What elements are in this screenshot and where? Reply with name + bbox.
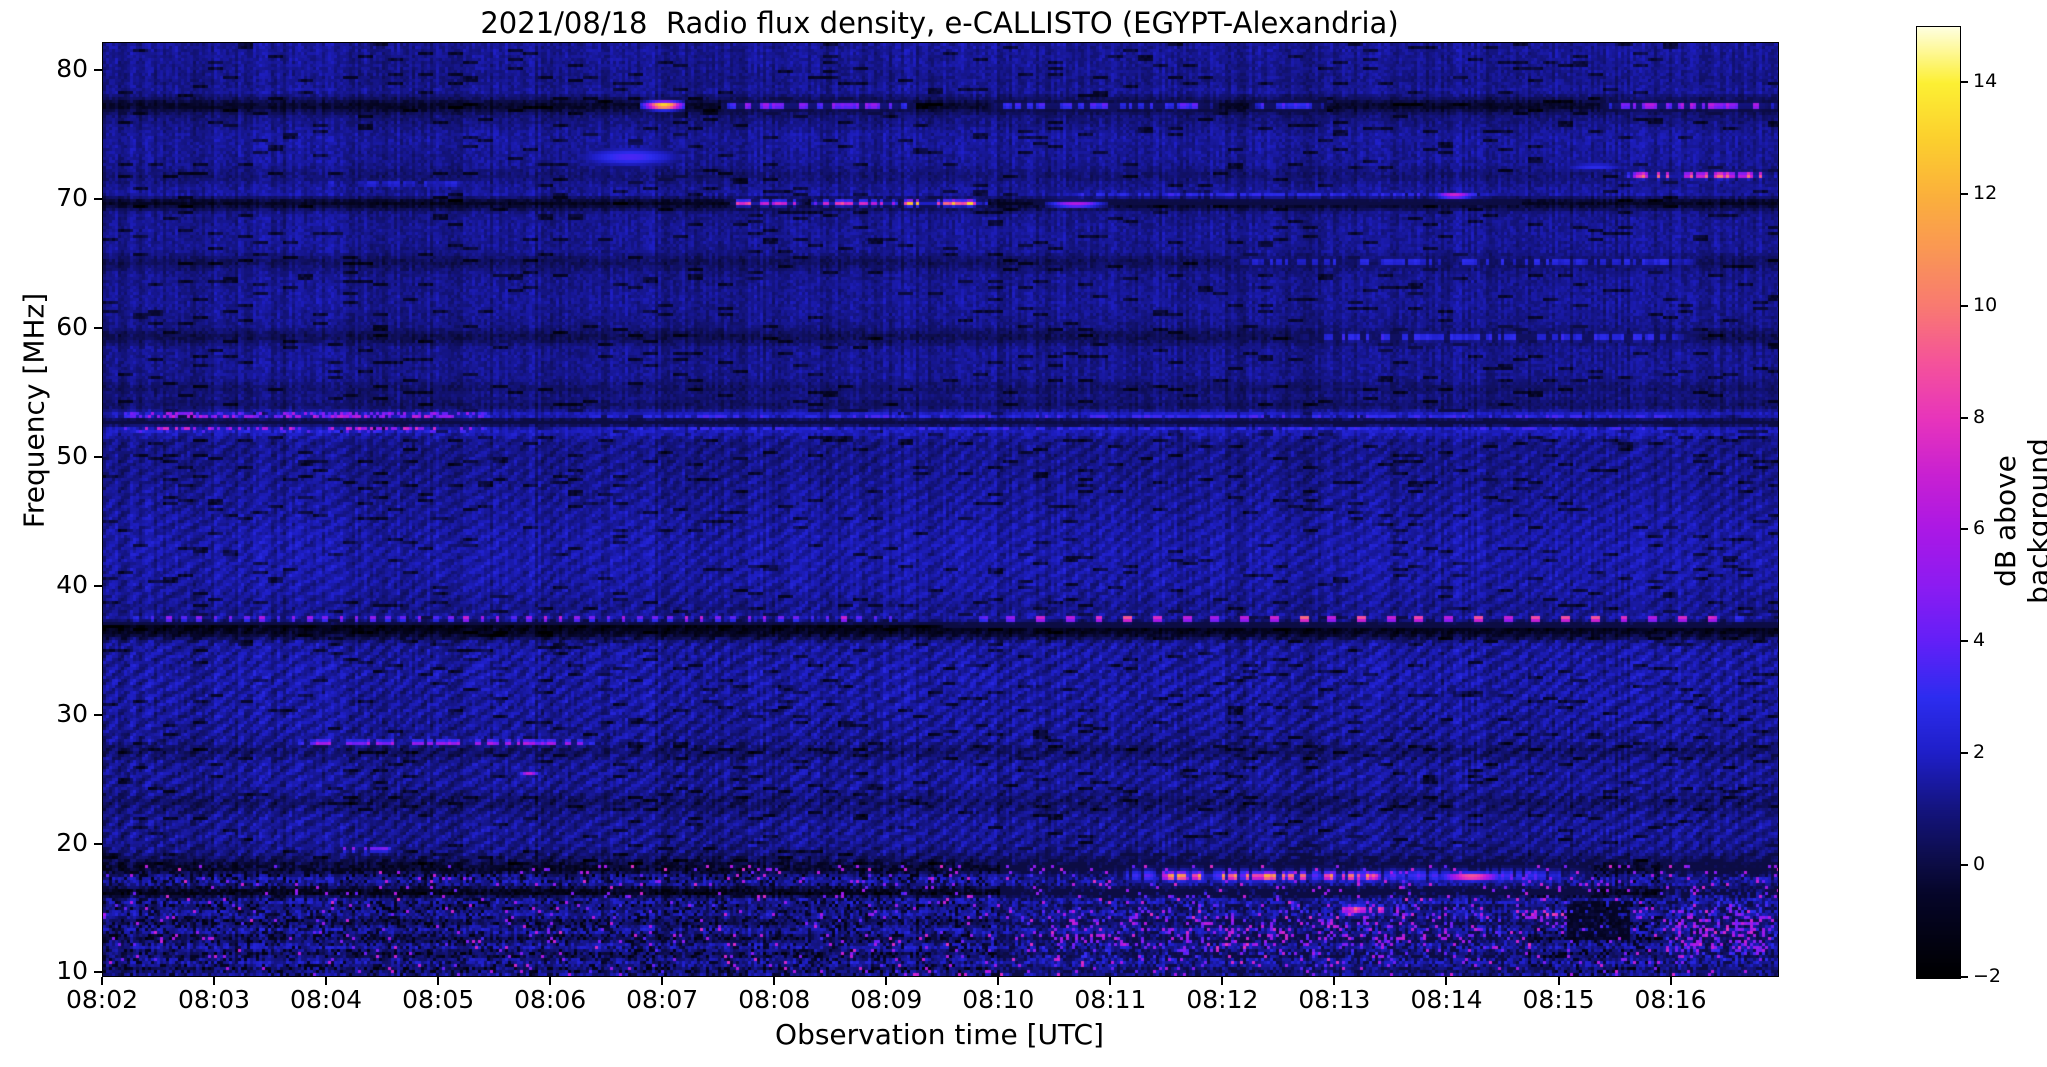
x-axis-label: Observation time [UTC]	[775, 1018, 1104, 1051]
colorbar-tick-mark	[1961, 864, 1968, 867]
x-tick-mark	[1557, 977, 1560, 985]
x-tick-label: 08:03	[178, 985, 251, 1014]
x-tick-label: 08:11	[1074, 985, 1147, 1014]
x-tick-mark	[885, 977, 888, 985]
colorbar-tick-label: 8	[1973, 405, 1986, 428]
x-tick-mark	[213, 977, 216, 985]
y-tick-label: 10	[56, 956, 88, 986]
y-tick-label: 70	[56, 183, 88, 213]
colorbar-tick-mark	[1961, 416, 1968, 419]
x-tick-label: 08:04	[290, 985, 363, 1014]
y-tick-mark	[94, 455, 102, 458]
x-tick-mark	[661, 977, 664, 985]
y-tick-mark	[94, 584, 102, 587]
x-tick-mark	[549, 977, 552, 985]
x-tick-label: 08:15	[1522, 985, 1595, 1014]
colorbar-label: dB above background	[1989, 438, 2047, 604]
x-tick-mark	[773, 977, 776, 985]
y-tick-mark	[94, 327, 102, 330]
colorbar-tick-mark	[1961, 192, 1968, 195]
y-tick-label: 40	[56, 569, 88, 599]
x-tick-label: 08:05	[402, 985, 475, 1014]
y-tick-mark	[94, 69, 102, 72]
colorbar-tick-mark	[1961, 528, 1968, 531]
colorbar-tick-mark	[1961, 80, 1968, 83]
colorbar-tick-label: 6	[1973, 517, 1986, 540]
spectrogram-plot	[102, 42, 1779, 977]
x-tick-label: 08:09	[850, 985, 923, 1014]
colorbar-tick-label: 12	[1973, 181, 1998, 204]
y-tick-mark	[94, 713, 102, 716]
x-tick-mark	[101, 977, 103, 985]
colorbar-tick-mark	[1961, 304, 1968, 307]
y-tick-mark	[94, 971, 102, 974]
colorbar-tick-mark	[1961, 976, 1968, 978]
y-tick-label: 80	[56, 54, 88, 84]
x-tick-mark	[1669, 977, 1672, 985]
x-tick-mark	[437, 977, 440, 985]
colorbar-tick-label: 2	[1973, 741, 1986, 764]
x-tick-mark	[325, 977, 328, 985]
x-tick-label: 08:14	[1410, 985, 1483, 1014]
x-tick-label: 08:02	[65, 985, 139, 1014]
y-tick-label: 30	[56, 698, 88, 728]
colorbar-tick-mark	[1961, 640, 1968, 643]
x-tick-mark	[1109, 977, 1112, 985]
colorbar	[1916, 26, 1961, 979]
spectrogram-canvas	[103, 43, 1778, 976]
colorbar-tick-label: 10	[1973, 293, 1998, 316]
x-tick-mark	[1333, 977, 1336, 985]
x-tick-label: 08:07	[626, 985, 699, 1014]
y-tick-label: 20	[56, 827, 88, 857]
y-tick-label: 60	[56, 312, 88, 342]
colorbar-tick-label: 14	[1973, 69, 1998, 92]
colorbar-tick-mark	[1961, 752, 1968, 755]
x-tick-label: 08:08	[738, 985, 811, 1014]
colorbar-gradient-canvas	[1917, 27, 1960, 978]
colorbar-tick-label: 4	[1973, 629, 1986, 652]
x-tick-mark	[997, 977, 1000, 985]
x-tick-label: 08:13	[1298, 985, 1371, 1014]
x-tick-label: 08:12	[1186, 985, 1259, 1014]
x-tick-label: 08:06	[514, 985, 587, 1014]
x-tick-label: 08:10	[962, 985, 1035, 1014]
y-tick-mark	[94, 198, 102, 201]
y-tick-label: 50	[56, 440, 88, 470]
x-tick-mark	[1221, 977, 1224, 985]
x-tick-label: 08:16	[1634, 985, 1707, 1014]
colorbar-tick-label: −2	[1973, 965, 2002, 987]
y-tick-mark	[94, 842, 102, 845]
colorbar-tick-label: 0	[1973, 853, 1986, 876]
x-tick-mark	[1445, 977, 1448, 985]
chart-title: 2021/08/18 Radio flux density, e-CALLIST…	[480, 6, 1399, 40]
